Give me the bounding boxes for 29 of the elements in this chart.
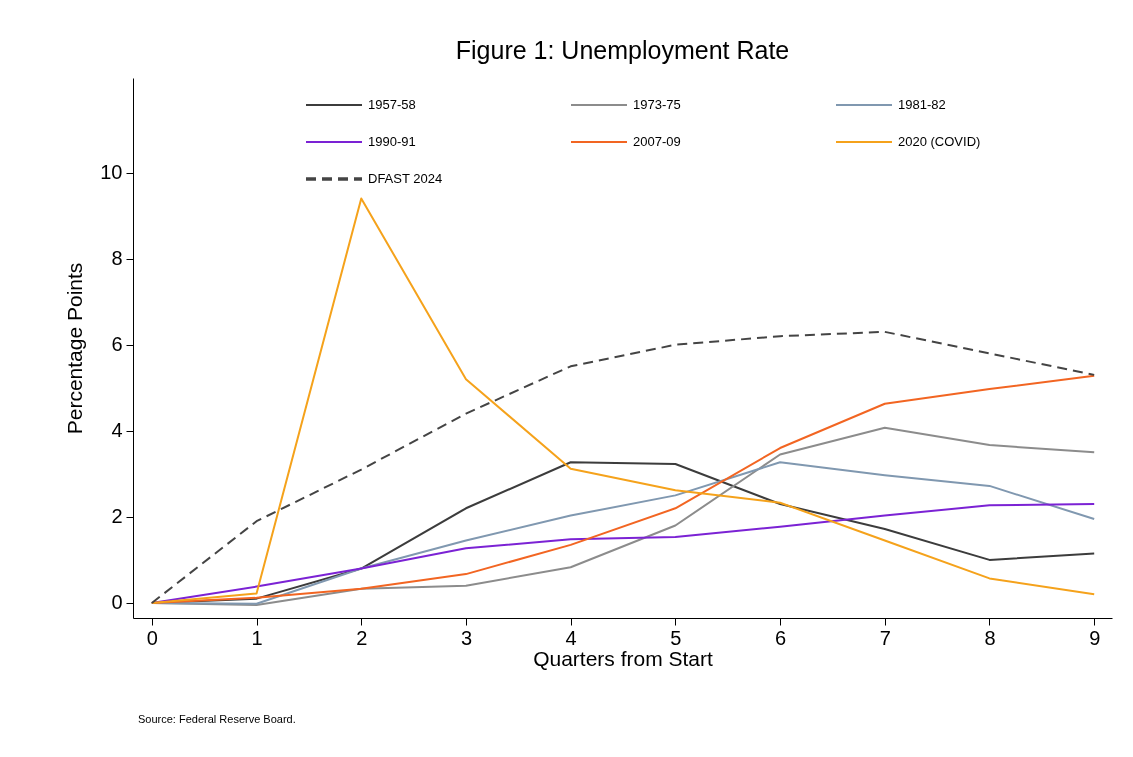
line-series [150, 197, 1096, 604]
legend-label: DFAST 2024 [368, 171, 443, 186]
legend-label: 1981-82 [898, 97, 946, 112]
y-tick-label: 8 [111, 247, 123, 270]
x-tick-label: 3 [460, 626, 473, 649]
source-note: Source: Federal Reserve Board. [138, 713, 296, 725]
x-tick-label: 4 [565, 626, 577, 649]
legend-label: 1957-58 [368, 97, 416, 112]
x-tick-label: 1 [251, 626, 263, 649]
x-tick-label: 5 [670, 626, 682, 649]
line-series [150, 330, 1096, 604]
y-tick-label: 2 [111, 505, 123, 528]
legend-label: 2007-09 [633, 134, 681, 149]
legend-label: 2020 (COVID) [898, 134, 981, 149]
y-tick-label: 6 [111, 333, 123, 356]
y-tick-label: 10 [100, 161, 123, 184]
y-tick-label: 4 [111, 419, 123, 442]
legend-label: 1973-75 [633, 97, 681, 112]
x-tick-label: 9 [1089, 626, 1101, 649]
x-tick-label: 6 [775, 626, 787, 649]
x-tick-label: 7 [879, 626, 891, 649]
x-axis-title: Quarters from Start [533, 646, 714, 670]
x-tick-label: 2 [356, 626, 368, 649]
chart-title: Figure 1: Unemployment Rate [455, 36, 790, 64]
x-tick-label: 0 [146, 626, 158, 649]
y-axis-title: Percentage Points [63, 262, 87, 435]
y-tick-label: 0 [111, 591, 123, 614]
x-tick-label: 8 [984, 626, 996, 649]
legend-label: 1990-91 [368, 134, 416, 149]
